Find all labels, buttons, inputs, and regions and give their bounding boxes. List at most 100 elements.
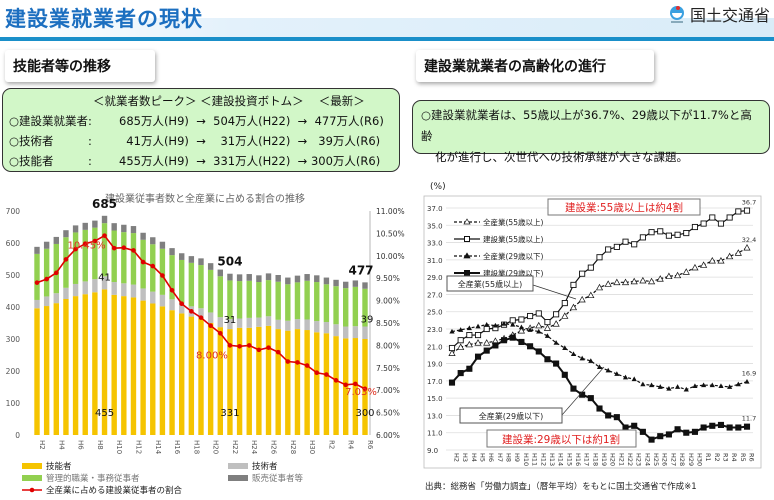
data-point-triangle [726,252,734,260]
data-point-square [613,243,620,250]
y-tick-label: 500 [6,271,21,280]
legend-marker [463,252,471,259]
data-label-skilled: 331 [220,408,239,419]
bar-sales [304,274,310,281]
data-point-triangle [458,327,464,332]
y2-tick-label: 10.50% [376,229,405,238]
bar-office [130,233,137,285]
ratio-point [34,280,40,285]
bar-engineer [82,281,88,295]
x-tick-label: H22 [626,453,634,466]
bar-engineer [217,317,223,328]
bar-office [63,237,69,288]
bar-office [314,282,320,322]
data-point-triangle [569,303,578,311]
data-point-square [474,353,482,360]
page-title: 建設業就業者の現状 [5,7,203,31]
x-tick-label: H16 [173,440,181,455]
row-label: ○建設業就業者: [9,114,92,128]
x-tick-label: H28 [289,440,297,454]
data-point-triangle [588,358,594,363]
bar-office [246,280,252,318]
bar-skilled [130,297,137,435]
data-point-square [622,238,629,245]
summary-row-skilled: ○技能者 : 455万人(H9) → 331万人(H22) → 300万人(R6) [9,151,393,171]
data-label-skilled: 300 [355,408,374,419]
data-point-triangle [544,333,551,338]
ratio-point [246,343,252,348]
bar-sales [82,222,88,230]
bar-engineer [246,317,252,328]
x-tick-label: R4 [347,440,355,450]
legend-label: 技能者 [46,461,72,472]
data-point-square [596,405,603,412]
data-point-triangle [553,340,559,345]
bar-office [72,232,79,284]
x-tick-label: H22 [231,440,239,454]
x-tick-label: H11 [531,453,539,466]
data-label-skilled: 455 [95,408,114,419]
bar-office [217,276,223,318]
bar-sales [217,269,223,277]
legend-marker [29,487,35,493]
y2-tick-label: 8.50% [376,319,400,328]
data-point-square [457,370,464,377]
bar-engineer [333,324,339,337]
bar-office [256,282,262,318]
bar-engineer [304,319,310,331]
data-point-triangle [449,328,455,334]
data-point-triangle [579,355,585,361]
bar-engineer [323,322,330,334]
ratio-point [179,301,185,307]
leader-line [532,284,577,300]
x-tick-label: H7 [496,453,504,462]
x-tick-label: R5 [739,453,747,462]
legend-label: 販売従事者等 [252,473,304,484]
data-point-square [544,319,551,326]
bar-engineer [72,283,79,297]
bar-sales [198,258,204,266]
bar-sales [43,241,50,249]
x-tick-label: H30 [308,440,316,454]
x-tick-label: H12 [539,453,547,466]
y-tick-label: 27.0 [427,291,443,299]
data-point-triangle [562,345,568,350]
label-29: 全産業(29歳以下) [479,411,543,421]
y-tick-label: 17.0 [427,378,443,386]
ratio-point [237,343,242,349]
bar-sales [265,273,272,281]
bar-skilled [198,318,204,435]
data-point-square [709,214,716,221]
data-point-triangle [474,339,482,346]
y-tick-label: 11.0 [427,430,443,438]
bar-office [101,223,108,277]
data-point-triangle [517,327,526,334]
data-label-ratio: 10.45% [67,241,105,252]
data-point-triangle [639,276,647,284]
y-axis-unit: (%) [430,182,446,192]
x-tick-label: H18 [591,453,599,466]
ratio-point [169,287,175,293]
bar-office [198,265,204,309]
data-point-square [717,421,725,428]
data-point-triangle [501,321,507,326]
data-point-triangle [587,291,595,299]
bar-engineer [256,317,262,327]
leader-line [561,366,605,416]
bar-skilled [236,327,243,435]
bar-office [227,280,233,320]
bar-sales [140,232,146,240]
data-point-square [587,264,594,271]
bar-sales [294,275,301,283]
data-label-total: 504 [217,255,242,269]
bar-engineer [92,279,98,293]
ratio-point [314,370,320,376]
data-point-square [561,371,568,378]
bar-skilled [188,316,195,435]
data-point-square [605,246,612,253]
x-tick-label: H10 [522,453,530,466]
series-line [451,323,748,391]
y-tick-label: 300 [6,335,21,344]
data-point-square [674,426,681,433]
bar-engineer [343,326,349,339]
